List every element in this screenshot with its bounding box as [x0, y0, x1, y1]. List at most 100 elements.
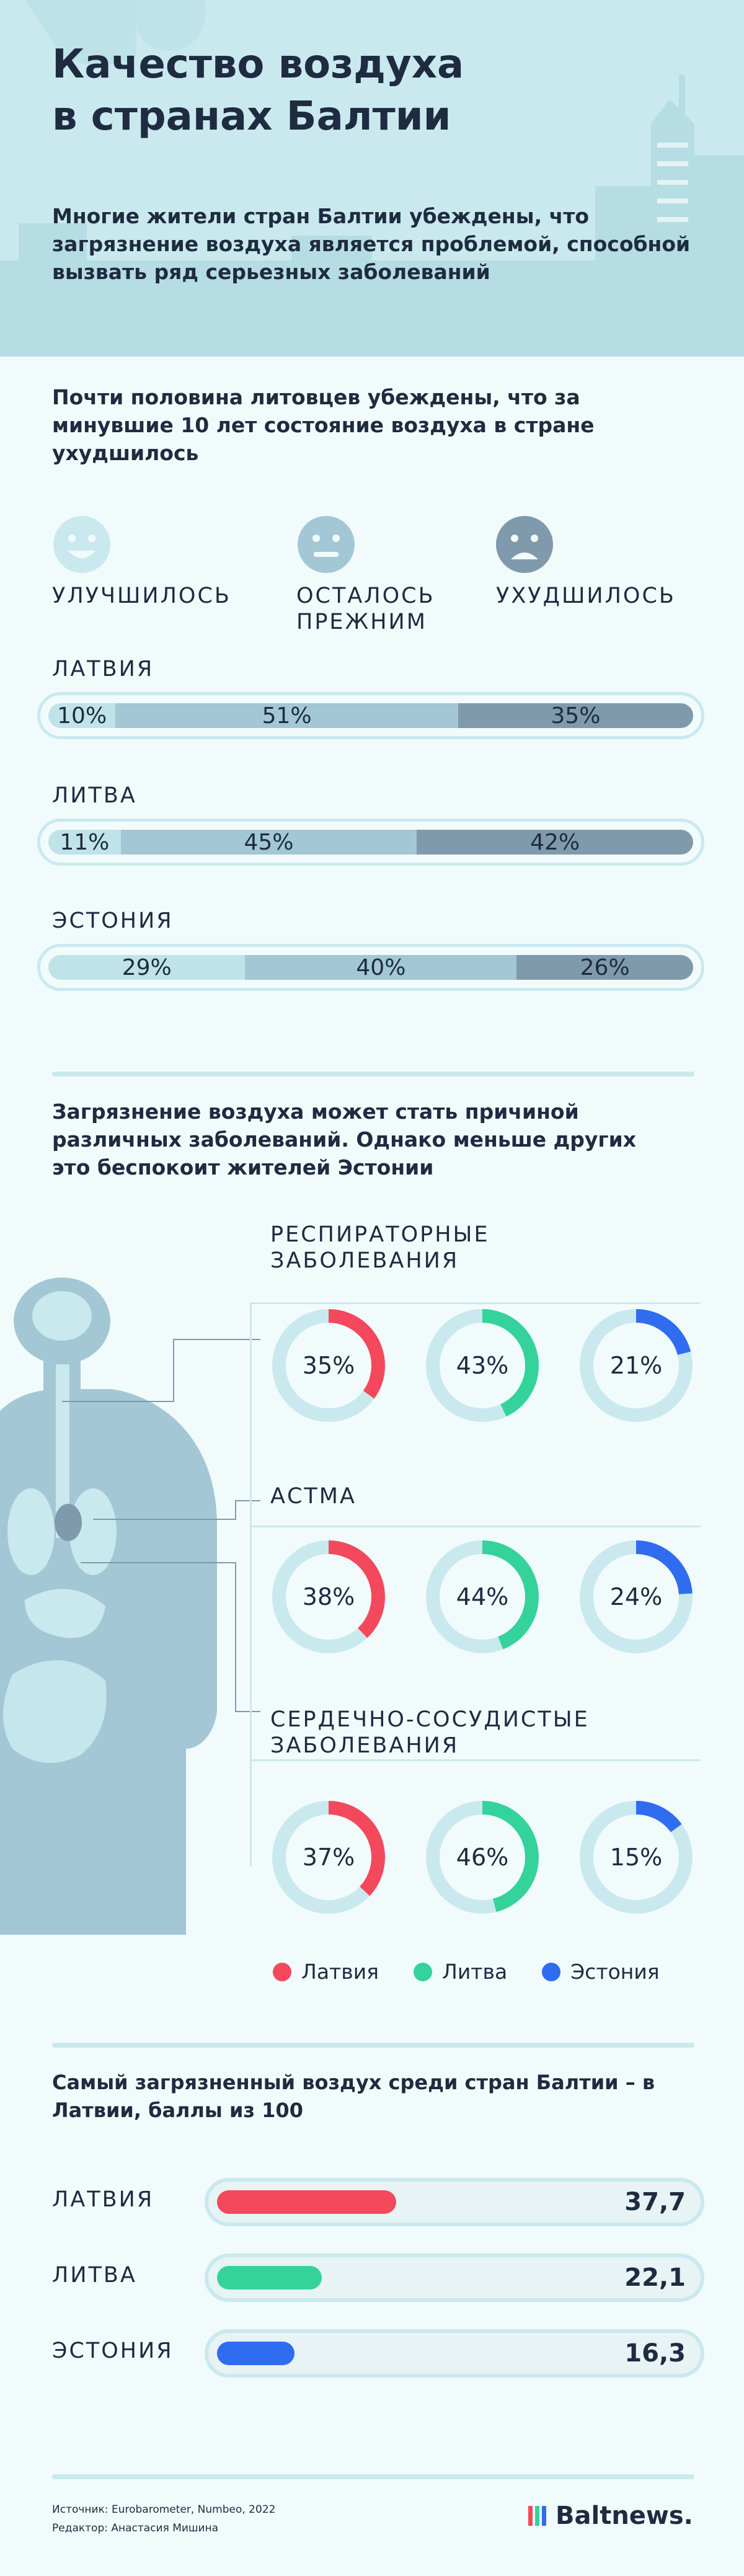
survey-bar-segment: 40% — [245, 955, 517, 980]
pollution-bar-track: 16,3 — [205, 2329, 704, 2378]
pollution-country-label: ЭСТОНИЯ — [52, 2338, 174, 2363]
donut-chart: 43% — [420, 1304, 544, 1428]
pollution-bar-fill — [217, 2342, 294, 2365]
donut-value-label: 44% — [456, 1583, 509, 1610]
donut-svg — [272, 1801, 385, 1914]
donut-chart: 24% — [574, 1535, 698, 1659]
bracket-line — [250, 1526, 701, 1527]
donut-arc — [272, 1801, 385, 1914]
logo-text: Baltnews. — [556, 2502, 693, 2530]
donut-svg — [272, 1309, 385, 1422]
survey-bar-segment: 42% — [417, 830, 693, 855]
donut-value-label: 15% — [609, 1844, 663, 1871]
donut-arc — [580, 1540, 693, 1653]
survey-bar-track: 11% 45% 42% — [37, 819, 704, 866]
donut-arc — [426, 1540, 539, 1653]
donut-arc — [272, 1309, 385, 1422]
survey-bar-track: 10% 51% 35% — [37, 692, 704, 739]
donut-chart: 35% — [267, 1304, 391, 1428]
survey-bar-segment: 10% — [48, 703, 116, 728]
legend-label: Латвия — [301, 1960, 379, 1984]
survey-country-label: ЛАТВИЯ — [52, 657, 154, 682]
survey-bar-segment: 29% — [48, 955, 246, 980]
survey-heading: Почти половина литовцев убеждены, что за… — [52, 385, 595, 465]
donut-value-label: 43% — [456, 1352, 509, 1379]
pollution-bar-fill — [217, 2266, 322, 2290]
section-divider — [52, 2043, 694, 2048]
donut-arc — [580, 1801, 693, 1914]
donut-svg — [272, 1540, 385, 1653]
survey-bar-segment: 11% — [48, 830, 121, 855]
donut-value-label: 21% — [609, 1352, 663, 1379]
pollution-bar-fill — [217, 2190, 396, 2214]
disease-label-respiratory: РЕСПИРАТОРНЫЕ ЗАБОЛЕВАНИЯ — [270, 1222, 490, 1273]
city-skyline-illustration — [0, 0, 744, 357]
sources-text: Источник: Eurobarometer, Numbeo, 2022 — [52, 2503, 276, 2516]
human-body-illustration — [0, 1277, 260, 1935]
page-title: Качество воздуха в странах Балтии — [52, 42, 464, 140]
legend-swatch — [542, 1962, 561, 1981]
donut-svg — [580, 1540, 693, 1653]
survey-bar: 10% 51% 35% — [48, 703, 693, 728]
donut-svg — [426, 1801, 539, 1914]
donut-chart: 15% — [574, 1795, 698, 1919]
legend: Латвия Литва Эстония — [273, 1960, 660, 1984]
legend-label: Литва — [442, 1960, 508, 1984]
donut-chart: 44% — [420, 1535, 544, 1659]
donut-arc — [272, 1540, 385, 1653]
section-divider — [52, 1072, 694, 1077]
survey-bar-segment: 35% — [458, 703, 693, 728]
survey-bar-segment: 51% — [115, 703, 458, 728]
donut-chart: 38% — [267, 1535, 391, 1659]
diseases-heading: Загрязнение воздуха может стать причиной… — [52, 1099, 637, 1179]
sad-face-icon — [496, 516, 553, 573]
survey-bar: 29% 40% 26% — [48, 955, 693, 980]
logo-bars-icon — [528, 2506, 546, 2526]
pollution-bar-track: 37,7 — [205, 2178, 704, 2226]
pollution-country-label: ЛАТВИЯ — [52, 2187, 154, 2212]
bracket-line — [250, 1302, 701, 1304]
legend-swatch — [414, 1962, 433, 1981]
donut-chart: 37% — [267, 1795, 391, 1919]
pollution-country-label: ЛИТВА — [52, 2263, 137, 2288]
header-banner: Качество воздуха в странах Балтии Многие… — [0, 0, 744, 357]
donut-value-label: 24% — [609, 1583, 663, 1610]
donut-svg — [580, 1801, 693, 1914]
donut-svg — [426, 1309, 539, 1422]
donut-arc — [426, 1801, 539, 1914]
survey-bar: 11% 45% 42% — [48, 830, 693, 855]
donut-svg — [580, 1309, 693, 1422]
pollution-value-label: 16,3 — [624, 2339, 686, 2368]
donut-value-label: 35% — [302, 1352, 355, 1379]
pollution-value-label: 22,1 — [624, 2263, 686, 2292]
disease-label-cardiovascular: СЕРДЕЧНО-СОСУДИСТЫЕ ЗАБОЛЕВАНИЯ — [270, 1707, 590, 1758]
option-improved-label: УЛУЧШИЛОСЬ — [52, 584, 231, 608]
bracket-line — [250, 1759, 701, 1761]
neutral-face-icon — [298, 516, 355, 573]
donut-value-label: 38% — [302, 1583, 355, 1610]
donut-value-label: 46% — [456, 1844, 509, 1871]
intro-text: Многие жители стран Балтии убеждены, что… — [52, 204, 691, 284]
donut-svg — [426, 1540, 539, 1653]
pollution-bar-track: 22,1 — [205, 2254, 704, 2302]
bracket-line — [250, 1302, 252, 1867]
survey-bar-segment: 26% — [516, 955, 693, 980]
survey-bar-segment: 45% — [120, 830, 417, 855]
survey-country-label: ЛИТВА — [52, 783, 137, 808]
survey-country-label: ЭСТОНИЯ — [52, 908, 174, 933]
survey-bar-track: 29% 40% 26% — [37, 944, 704, 991]
disease-label-asthma: АСТМА — [270, 1484, 356, 1509]
option-same-label: ОСТАЛОСЬ ПРЕЖНИМ — [296, 584, 435, 634]
pollution-value-label: 37,7 — [624, 2188, 686, 2216]
legend-item-lithuania: Литва — [414, 1960, 507, 1984]
donut-arc — [426, 1309, 539, 1422]
legend-label: Эстония — [570, 1960, 660, 1984]
legend-swatch — [273, 1962, 291, 1981]
donut-chart: 46% — [420, 1795, 544, 1919]
donut-chart: 21% — [574, 1304, 698, 1428]
legend-item-latvia: Латвия — [273, 1960, 379, 1984]
editor-text: Редактор: Анастасия Мишина — [52, 2522, 219, 2534]
happy-face-icon — [53, 516, 110, 573]
brand-logo: Baltnews. — [528, 2502, 693, 2530]
donut-value-label: 37% — [302, 1844, 355, 1871]
